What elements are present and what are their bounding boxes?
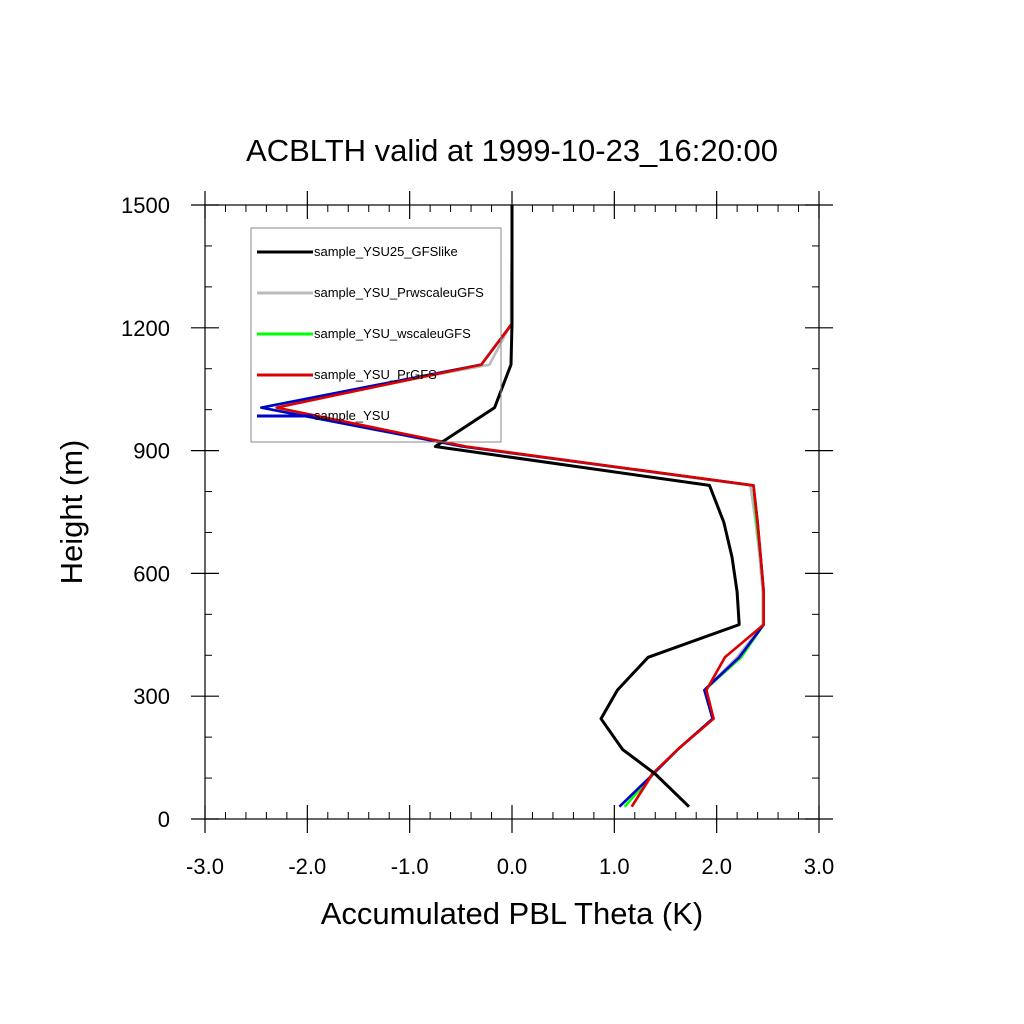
x-tick-label: -2.0: [288, 854, 326, 879]
legend-box: [250, 227, 502, 443]
series-line-sample_YSU25_GFSlike: [433, 205, 741, 808]
y-tick-label: 1200: [121, 316, 170, 341]
y-tick-labels: 0 300 600 900 1200 1500: [121, 193, 170, 832]
legend-label: sample_YSU25_GFSlike: [314, 244, 458, 259]
legend-label: sample_YSU: [314, 408, 390, 423]
y-tick-label: 300: [133, 684, 170, 709]
y-tick-label: 1500: [121, 193, 170, 218]
x-axis-label: Accumulated PBL Theta (K): [321, 896, 704, 931]
legend-label: sample_YSU_PrGFS: [314, 367, 437, 382]
chart-title: ACBLTH valid at 1999-10-23_16:20:00: [246, 133, 778, 168]
y-tick-label: 0: [158, 807, 170, 832]
x-tick-label: 0.0: [497, 854, 528, 879]
y-axis-label: Height (m): [54, 440, 89, 585]
legend-label: sample_YSU_wscaleuGFS: [314, 326, 471, 341]
x-tick-label: 2.0: [701, 854, 732, 879]
series-lines: [259, 205, 766, 808]
y-tick-label: 600: [133, 561, 170, 586]
x-tick-label: 1.0: [599, 854, 630, 879]
y-tick-label: 900: [133, 439, 170, 464]
x-tick-label: -1.0: [391, 854, 429, 879]
x-tick-label: -3.0: [186, 854, 224, 879]
x-tick-labels: -3.0 -2.0 -1.0 0.0 1.0 2.0 3.0: [186, 854, 834, 879]
legend-label: sample_YSU_PrwscaleuGFS: [314, 285, 484, 300]
minor-ticks: [205, 205, 819, 819]
x-tick-label: 3.0: [804, 854, 835, 879]
legend: sample_YSU25_GFSlike sample_YSU_Prwscaleu…: [250, 227, 502, 443]
